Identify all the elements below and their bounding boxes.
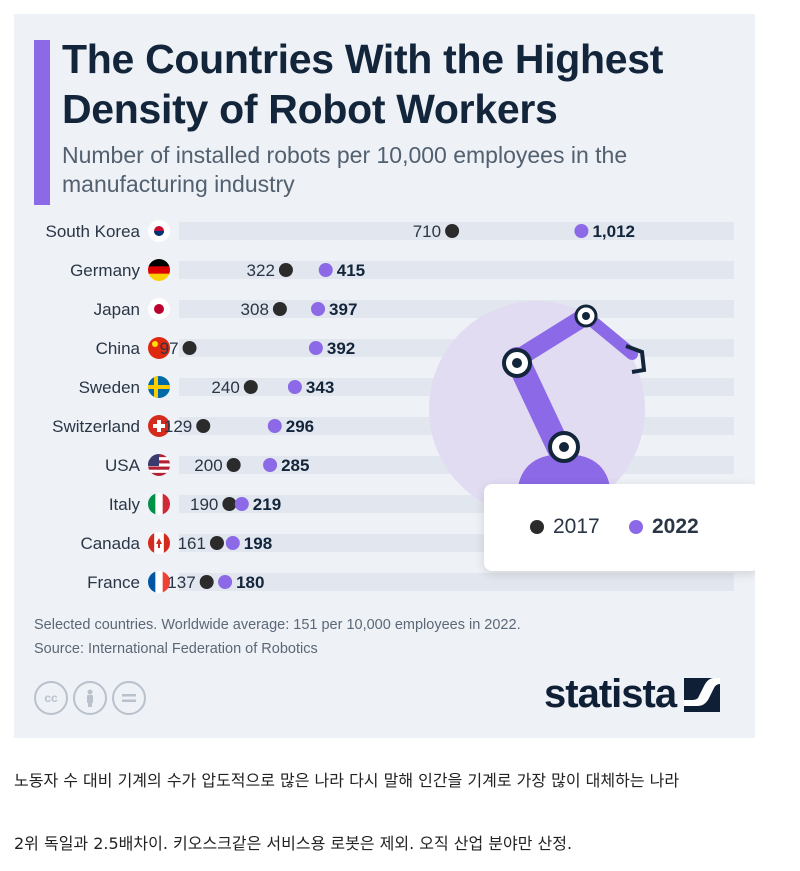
no-derivatives-icon[interactable] bbox=[112, 681, 146, 715]
source-note: Source: International Federation of Robo… bbox=[34, 641, 318, 657]
value-label-2022: 180 bbox=[236, 573, 264, 592]
attribution-icon[interactable] bbox=[73, 681, 107, 715]
point-2022 bbox=[225, 536, 240, 550]
point-2022 bbox=[263, 458, 278, 472]
sweden-flag bbox=[148, 376, 170, 398]
category-label: Sweden bbox=[79, 378, 140, 397]
statista-logo[interactable]: statista bbox=[544, 672, 721, 717]
point-2022 bbox=[574, 224, 589, 238]
value-label-2022: 219 bbox=[253, 495, 281, 514]
value-label-2017: 137 bbox=[167, 573, 195, 592]
point-2017 bbox=[199, 575, 214, 589]
value-label-2022: 285 bbox=[281, 456, 309, 475]
legend-label-2022: 2022 bbox=[652, 515, 699, 538]
brand-name: statista bbox=[544, 672, 677, 716]
value-label-2017: 129 bbox=[164, 417, 192, 436]
point-2017 bbox=[209, 536, 224, 550]
value-label-2022: 198 bbox=[244, 534, 272, 553]
legend-dot-2022 bbox=[629, 520, 643, 534]
category-label: South Korea bbox=[45, 222, 140, 241]
accent-bar bbox=[34, 40, 50, 205]
point-2017 bbox=[222, 497, 237, 511]
point-2022 bbox=[287, 380, 302, 394]
value-label-2017: 97 bbox=[160, 339, 179, 358]
chart-title: The Countries With the Highest Density o… bbox=[62, 36, 664, 132]
value-label-2022: 1,012 bbox=[592, 222, 635, 241]
point-2017 bbox=[182, 341, 197, 355]
legend-label-2017: 2017 bbox=[553, 515, 600, 538]
infographic-card: The Countries With the Highest Density o… bbox=[14, 14, 755, 738]
point-2017 bbox=[243, 380, 258, 394]
category-label: France bbox=[87, 573, 140, 592]
legend: 2017 2022 bbox=[484, 484, 755, 571]
footnote: Selected countries. Worldwide average: 1… bbox=[34, 617, 521, 633]
statista-mark-icon bbox=[684, 677, 721, 712]
south-korea-flag bbox=[148, 220, 170, 242]
category-label: Germany bbox=[70, 261, 140, 280]
chart-area: South Korea Germany Japan China Sweden Switze… bbox=[45, 220, 734, 593]
value-label-2017: 322 bbox=[247, 261, 275, 280]
switzerland-flag bbox=[148, 415, 170, 437]
category-label: USA bbox=[105, 456, 141, 475]
point-2017 bbox=[226, 458, 241, 472]
value-label-2017: 161 bbox=[178, 534, 206, 553]
category-label: Canada bbox=[80, 534, 140, 553]
legend-item-2017: 2017 bbox=[530, 515, 600, 539]
point-2022 bbox=[308, 341, 323, 355]
category-label: Switzerland bbox=[52, 417, 140, 436]
china-flag bbox=[148, 337, 170, 359]
caption-line-1: 노동자 수 대비 기계의 수가 압도적으로 많은 나라 다시 말해 인간을 기계… bbox=[14, 771, 680, 790]
germany-flag bbox=[148, 259, 170, 281]
category-label: Italy bbox=[109, 495, 141, 514]
value-label-2022: 415 bbox=[337, 261, 365, 280]
category-label: Japan bbox=[94, 300, 140, 319]
license-icons: cc bbox=[34, 681, 146, 715]
cc-icon[interactable]: cc bbox=[34, 681, 68, 715]
legend-dot-2017 bbox=[530, 520, 544, 534]
point-2022 bbox=[267, 419, 282, 433]
value-label-2017: 200 bbox=[194, 456, 222, 475]
value-label-2017: 710 bbox=[413, 222, 441, 241]
point-2017 bbox=[272, 302, 287, 316]
value-label-2022: 397 bbox=[329, 300, 357, 319]
value-label-2017: 240 bbox=[211, 378, 239, 397]
value-label-2022: 343 bbox=[306, 378, 334, 397]
value-label-2017: 308 bbox=[241, 300, 269, 319]
canada-flag bbox=[148, 532, 170, 554]
france-flag bbox=[148, 571, 170, 593]
point-2022 bbox=[234, 497, 249, 511]
japan-flag bbox=[148, 298, 170, 320]
value-label-2022: 392 bbox=[327, 339, 355, 358]
point-2017 bbox=[445, 224, 460, 238]
row-band bbox=[179, 573, 734, 591]
chart-subtitle: Number of installed robots per 10,000 em… bbox=[62, 142, 628, 197]
point-2022 bbox=[218, 575, 233, 589]
point-2017 bbox=[196, 419, 211, 433]
italy-flag bbox=[148, 493, 170, 515]
value-label-2017: 190 bbox=[190, 495, 218, 514]
point-2022 bbox=[311, 302, 326, 316]
point-2017 bbox=[278, 263, 293, 277]
legend-item-2022: 2022 bbox=[629, 515, 699, 539]
value-label-2022: 296 bbox=[286, 417, 314, 436]
category-label: China bbox=[96, 339, 141, 358]
usa-flag bbox=[148, 454, 170, 476]
point-2022 bbox=[318, 263, 333, 277]
caption-line-2: 2위 독일과 2.5배차이. 키오스크같은 서비스용 로봇은 제외. 오직 산업… bbox=[14, 834, 573, 853]
